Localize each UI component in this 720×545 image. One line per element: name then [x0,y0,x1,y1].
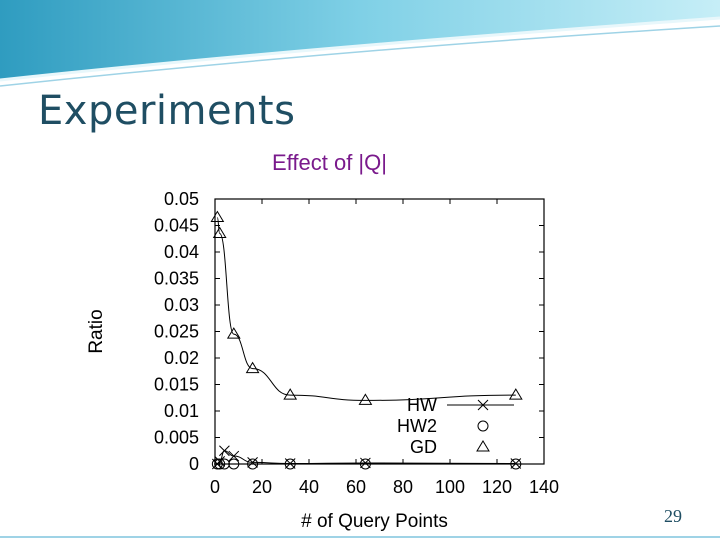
data-point-hw-6 [360,457,371,469]
legend-label-hw2: HW2 [397,416,437,436]
data-point-hw2-0-shape [211,458,223,470]
data-point-hw-3 [228,450,240,462]
legend-marker-hw2 [477,420,489,432]
data-point-hw2-4 [247,458,259,470]
data-point-hw2-2 [218,458,230,470]
series-line-gd [216,217,516,401]
y-tick-label: 0.02 [164,348,199,368]
data-point-gd-3-shape [245,361,260,374]
x-tick-label: 20 [252,477,272,497]
data-point-hw-3-shape [228,450,240,462]
data-point-hw2-7-shape [510,458,522,470]
data-point-gd-1 [212,226,227,238]
data-point-gd-2 [226,327,241,339]
legend-marker-hw2-shape [477,420,489,432]
data-point-gd-0 [210,210,225,223]
data-point-gd-3 [245,361,260,374]
data-point-hw2-6 [359,458,371,470]
x-tick-label: 40 [299,477,319,497]
data-point-gd-5 [358,393,373,405]
x-tick-label: 80 [393,477,413,497]
data-point-hw-6-shape [360,457,371,469]
data-point-hw2-3 [228,458,240,470]
data-point-hw2-3-shape [228,458,240,470]
chart-title: Effect of |Q| [272,150,387,175]
y-tick-label: 0.025 [154,322,199,342]
y-tick-label: 0.04 [164,242,199,262]
x-tick-label: 60 [346,477,366,497]
x-tick-label: 140 [529,477,559,497]
data-point-hw2-6-shape [359,458,371,470]
footer-line [0,536,720,538]
data-point-hw-4-shape [247,457,258,468]
chart-container: 0 0.005 0.01 0.015 0.02 0.025 0.03 0.035 0.04 0.0… [82,182,578,540]
data-point-gd-6 [508,388,523,400]
data-point-gd-1-shape [212,226,227,238]
y-tick-label: 0.05 [164,189,199,209]
slide-title: Experiments [38,88,296,134]
data-point-hw-2 [219,445,230,457]
data-point-hw2-5-shape [284,458,296,470]
slide-number: 29 [664,506,682,526]
x-tick-label: 120 [482,477,512,497]
y-tick-label: 0.005 [154,428,199,448]
legend-marker-gd-shape [476,440,490,452]
data-point-hw-4 [247,457,258,468]
x-tick-label: 0 [210,477,220,497]
y-tick-label: 0.01 [164,401,199,421]
data-point-hw2-1-shape [214,458,226,470]
data-point-hw2-2-shape [218,458,230,470]
x-axis-label: # of Query Points [301,511,448,532]
legend-label-hw: HW [407,395,437,415]
data-point-gd-4 [283,388,298,400]
data-point-hw2-0 [211,458,223,470]
legend-marker-gd [476,440,490,452]
x-tick-label: 100 [435,477,465,497]
data-point-hw-2-shape [219,445,230,457]
data-point-gd-4-shape [283,388,298,400]
slide-header-decoration [0,0,720,87]
data-point-hw2-5 [284,458,296,470]
plot-frame [214,198,545,465]
y-tick-label: 0.045 [154,216,199,236]
data-point-hw2-4-shape [247,458,259,470]
y-tick-label: 0.03 [164,295,199,315]
legend-marker-hw [477,399,489,411]
chart-svg: 0 0.005 0.01 0.015 0.02 0.025 0.03 0.035 0.04 0.0… [86,189,559,532]
data-point-hw2-7 [510,458,522,470]
data-point-gd-0-shape [210,210,225,223]
legend-label-gd: GD [410,437,437,457]
y-tick-label: 0 [189,454,199,474]
data-point-gd-5-shape [358,393,373,405]
data-point-hw2-1 [214,458,226,470]
y-tick-label: 0.015 [154,375,199,395]
y-axis-label: Ratio [86,309,107,353]
data-point-gd-6-shape [508,388,523,400]
data-point-gd-2-shape [226,327,241,339]
legend-marker-hw-shape [477,399,489,411]
y-tick-label: 0.035 [154,269,199,289]
